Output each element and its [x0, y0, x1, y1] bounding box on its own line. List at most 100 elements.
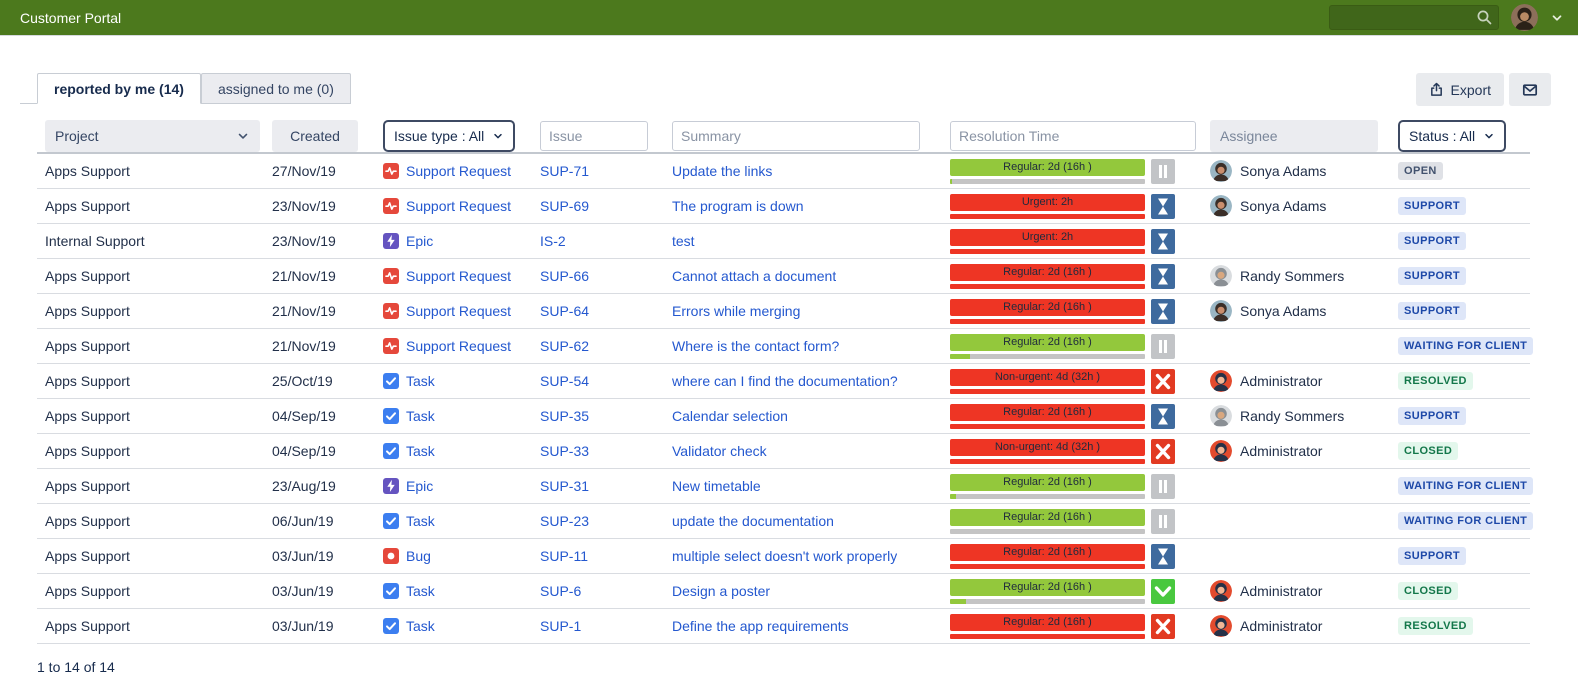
issue-type-link[interactable]: Support Request	[406, 303, 512, 319]
issue-key-link[interactable]: SUP-6	[540, 583, 582, 599]
project-filter-dropdown[interactable]: Project	[45, 119, 260, 152]
table-row: Apps Support 23/Nov/19 Support Request S…	[37, 189, 1530, 224]
sla-bar: Regular: 2d (16h )	[950, 473, 1145, 491]
export-button[interactable]: Export	[1415, 73, 1504, 106]
sla-progress-track	[950, 388, 1145, 394]
sla-progress-fill	[950, 388, 1145, 394]
global-search-input[interactable]	[1329, 5, 1499, 30]
issue-type-link[interactable]: Support Request	[406, 268, 512, 284]
issue-type-filter-select[interactable]: Issue type : All	[383, 119, 516, 152]
sla-bar: Non-urgent: 4d (32h )	[950, 438, 1145, 456]
issue-type-link[interactable]: Task	[406, 583, 435, 599]
issue-key-link[interactable]: SUP-66	[540, 268, 590, 284]
resolution-time-filter-input[interactable]	[950, 120, 1196, 151]
status-badge: WAITING FOR CLIENT	[1398, 337, 1534, 355]
issue-key-link[interactable]: SUP-64	[540, 303, 590, 319]
status-filter-select[interactable]: Status : All	[1398, 119, 1507, 152]
sla-bar: Urgent: 2h	[950, 228, 1145, 246]
sla-indicator: Regular: 2d (16h )	[950, 158, 1145, 184]
issue-key-link[interactable]: SUP-71	[540, 163, 590, 179]
hourglass-icon	[1151, 543, 1175, 569]
issue-key-link[interactable]: SUP-62	[540, 338, 590, 354]
project-cell: Apps Support	[45, 478, 130, 494]
sla-progress-fill	[950, 353, 970, 359]
issue-summary-link[interactable]: Errors while merging	[672, 303, 801, 319]
issue-summary-link[interactable]: Define the app requirements	[672, 618, 849, 634]
issue-type-link[interactable]: Task	[406, 408, 435, 424]
envelope-icon	[1522, 82, 1538, 98]
status-badge: SUPPORT	[1398, 197, 1466, 215]
issue-type-link[interactable]: Bug	[406, 548, 431, 564]
status-filter-label: Status : All	[1409, 127, 1476, 144]
summary-filter-input[interactable]	[672, 120, 920, 151]
issue-summary-link[interactable]: New timetable	[672, 478, 761, 494]
task-type-icon	[383, 513, 399, 529]
task-type-icon	[383, 408, 399, 424]
sla-progress-track	[950, 423, 1145, 429]
issue-summary-link[interactable]: The program is down	[672, 198, 804, 214]
assignee-avatar	[1210, 195, 1232, 217]
issue-key-link[interactable]: IS-2	[540, 233, 566, 249]
issue-summary-link[interactable]: update the documentation	[672, 513, 834, 529]
issue-summary-link[interactable]: Cannot attach a document	[672, 268, 837, 284]
user-avatar[interactable]	[1511, 4, 1538, 31]
issue-key-link[interactable]: SUP-1	[540, 618, 582, 634]
created-cell: 25/Oct/19	[272, 373, 333, 389]
issue-key-link[interactable]: SUP-31	[540, 478, 590, 494]
project-cell: Apps Support	[45, 443, 130, 459]
issue-key-link[interactable]: SUP-35	[540, 408, 590, 424]
user-menu-chevron-icon[interactable]	[1550, 11, 1564, 25]
assignee-column-header[interactable]: Assignee	[1210, 119, 1378, 152]
issue-type-link[interactable]: Epic	[406, 233, 434, 249]
issue-key-link[interactable]: SUP-33	[540, 443, 590, 459]
sla-label: Non-urgent: 4d (32h )	[994, 371, 1101, 383]
issue-summary-link[interactable]: Where is the contact form?	[672, 338, 840, 354]
tab-reported-by-me[interactable]: reported by me (14)	[37, 73, 201, 104]
issue-summary-link[interactable]: Update the links	[672, 163, 773, 179]
status-badge: CLOSED	[1398, 442, 1459, 460]
issue-type-link[interactable]: Support Request	[406, 163, 512, 179]
issue-type-link[interactable]: Task	[406, 443, 435, 459]
issue-summary-link[interactable]: Calendar selection	[672, 408, 788, 424]
issue-key-link[interactable]: SUP-11	[540, 548, 588, 564]
sla-progress-fill	[950, 563, 1145, 569]
sla-indicator: Urgent: 2h	[950, 228, 1145, 254]
created-cell: 21/Nov/19	[272, 303, 336, 319]
pagination-summary: 1 to 14 of 14	[37, 659, 115, 675]
issue-summary-link[interactable]: test	[672, 233, 695, 249]
created-column-header[interactable]: Created	[272, 119, 358, 152]
tab-assigned-to-me[interactable]: assigned to me (0)	[200, 73, 351, 104]
sla-progress-track	[950, 318, 1145, 324]
sla-indicator: Regular: 2d (16h )	[950, 508, 1145, 534]
issue-key-link[interactable]: SUP-69	[540, 198, 590, 214]
project-cell: Apps Support	[45, 163, 130, 179]
sla-label: Regular: 2d (16h )	[1003, 266, 1092, 278]
sla-progress-track	[950, 213, 1145, 219]
issue-type-link[interactable]: Task	[406, 373, 435, 389]
issue-type-link[interactable]: Epic	[406, 478, 434, 494]
status-badge: OPEN	[1398, 162, 1443, 180]
epic-type-icon	[383, 478, 399, 494]
issue-key-link[interactable]: SUP-23	[540, 513, 590, 529]
table-row: Apps Support 25/Oct/19 Task SUP-54 where…	[37, 364, 1530, 399]
issue-summary-link[interactable]: multiple select doesn't work properly	[672, 548, 898, 564]
sla-indicator: Non-urgent: 4d (32h )	[950, 438, 1145, 464]
issue-summary-link[interactable]: Design a poster	[672, 583, 771, 599]
status-badge: RESOLVED	[1398, 617, 1473, 635]
project-filter-label: Project	[55, 127, 99, 144]
issue-summary-link[interactable]: Validator check	[672, 443, 767, 459]
issue-filter-input[interactable]	[540, 120, 648, 151]
sla-progress-fill	[950, 423, 1145, 429]
mail-button[interactable]	[1509, 73, 1551, 106]
support-type-icon	[383, 198, 399, 214]
issue-type-link[interactable]: Task	[406, 513, 435, 529]
created-cell: 21/Nov/19	[272, 268, 336, 284]
project-cell: Apps Support	[45, 513, 130, 529]
sla-label: Regular: 2d (16h )	[1003, 406, 1092, 418]
issue-summary-link[interactable]: where can I find the documentation?	[672, 373, 898, 389]
issue-type-link[interactable]: Task	[406, 618, 435, 634]
issue-key-link[interactable]: SUP-54	[540, 373, 590, 389]
chevron-down-icon	[1485, 133, 1493, 138]
issue-type-link[interactable]: Support Request	[406, 198, 512, 214]
issue-type-link[interactable]: Support Request	[406, 338, 512, 354]
